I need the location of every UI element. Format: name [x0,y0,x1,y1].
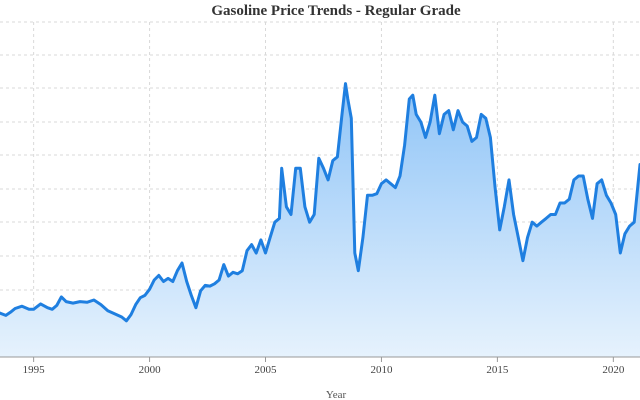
chart-title: Gasoline Price Trends - Regular Grade [211,3,461,19]
series-line [0,82,640,323]
x-tick-label: 2005 [255,364,278,376]
x-tick-label: 1995 [23,364,46,376]
series-area [0,83,640,357]
x-axis-ticks: 1995 2000 2005 2010 2015 2020 [23,357,625,376]
x-tick-label: 2020 [602,364,625,376]
x-axis-label: Year [326,389,347,400]
x-tick-label: 2000 [139,364,162,376]
x-tick-label: 2015 [486,364,509,376]
x-tick-label: 2010 [370,364,393,376]
